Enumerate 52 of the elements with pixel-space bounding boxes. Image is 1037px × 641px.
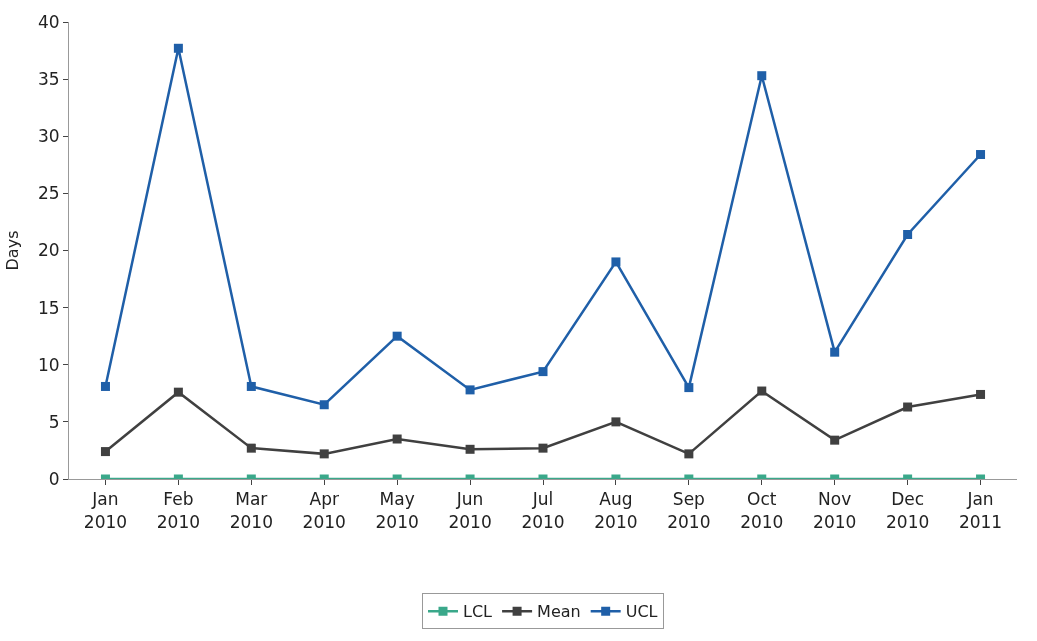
point	[173, 43, 183, 53]
point	[538, 443, 548, 453]
point	[465, 444, 475, 454]
point	[611, 257, 621, 267]
x-tick-label: Nov 2010	[813, 489, 857, 532]
point	[100, 381, 110, 391]
x-tick-label: Mar 2010	[229, 489, 273, 532]
x-tick-label: Jul 2010	[521, 489, 565, 532]
y-tick-label: 15	[37, 297, 60, 318]
point	[319, 400, 329, 410]
x-tick-label: Oct 2010	[740, 489, 784, 532]
point	[246, 443, 256, 453]
point	[684, 449, 694, 459]
y-tick-label: 20	[37, 240, 60, 261]
legend-label: LCL	[463, 602, 493, 622]
y-tick-label: 5	[48, 411, 60, 432]
y-axis-title: Days	[2, 230, 22, 271]
y-tick-label: 30	[37, 126, 60, 147]
point	[903, 402, 913, 412]
point	[684, 383, 694, 393]
y-tick-label: 35	[37, 69, 60, 90]
x-tick-label: Dec 2010	[885, 489, 930, 532]
point	[319, 449, 329, 459]
point	[465, 385, 475, 395]
x-tick-label: Sep 2010	[667, 489, 711, 532]
y-tick-label: 10	[37, 354, 60, 375]
x-tick-label: Apr 2010	[302, 489, 346, 532]
point	[538, 367, 548, 377]
point	[830, 347, 840, 357]
x-tick-label: May 2010	[375, 489, 419, 532]
point	[757, 71, 767, 81]
point	[976, 389, 986, 399]
point	[903, 230, 913, 240]
x-tick-label: Jan 2010	[83, 489, 128, 532]
point	[392, 434, 402, 444]
point	[100, 447, 110, 457]
x-tick-label: Jan 2011	[958, 489, 1003, 532]
x-tick-label: Aug 2010	[594, 489, 638, 532]
legend-label: UCL	[625, 602, 658, 622]
y-tick-label: 25	[37, 183, 60, 204]
point	[173, 387, 183, 397]
point	[830, 435, 840, 445]
x-tick-label: Jun 2010	[448, 489, 492, 532]
x-tick-label: Feb 2010	[156, 489, 201, 532]
point	[392, 331, 402, 341]
y-tick-label: 40	[37, 11, 60, 32]
point	[757, 386, 767, 396]
point	[976, 150, 986, 160]
point	[611, 417, 621, 427]
point	[246, 381, 256, 391]
legend-label: Mean	[537, 602, 581, 622]
y-tick-label: 0	[48, 468, 60, 489]
